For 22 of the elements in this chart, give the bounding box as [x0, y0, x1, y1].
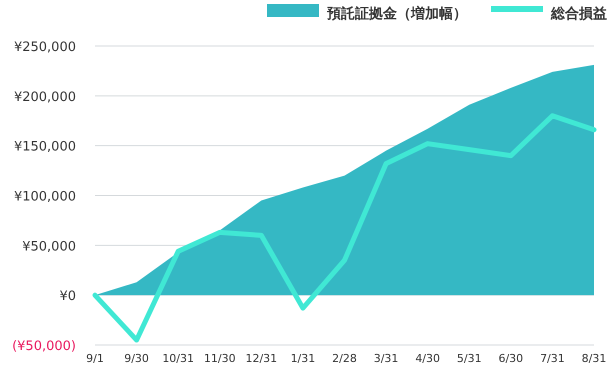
- x-tick-label: 5/31: [456, 352, 482, 365]
- x-tick-label: 2/28: [332, 352, 357, 365]
- legend-label: 総合損益: [550, 6, 607, 22]
- y-tick-label: ¥150,000: [14, 140, 76, 155]
- x-tick-label: 8/31: [582, 352, 606, 365]
- x-tick-label: 7/31: [540, 352, 565, 365]
- y-tick-label: ¥100,000: [14, 190, 76, 204]
- y-tick-label: ¥50,000: [22, 239, 76, 254]
- y-tick-label: ¥250,000: [14, 40, 76, 55]
- x-tick-label: 10/31: [162, 352, 194, 365]
- x-tick-label: 12/31: [245, 352, 278, 365]
- y-tick-label: (¥50,000): [12, 339, 76, 354]
- y-tick-label: ¥0: [59, 289, 76, 304]
- x-tick-label: 4/30: [415, 352, 440, 365]
- legend-label: 預託証拠金（増加幅）: [326, 5, 467, 22]
- x-tick-label: 1/31: [290, 352, 316, 365]
- x-tick-label: 6/30: [498, 352, 524, 365]
- x-tick-label: 9/1: [86, 352, 104, 365]
- y-tick-label: ¥200,000: [14, 90, 76, 105]
- x-tick-label: 9/30: [124, 352, 149, 365]
- x-tick-label: 11/30: [204, 352, 236, 365]
- x-tick-label: 3/31: [374, 352, 398, 365]
